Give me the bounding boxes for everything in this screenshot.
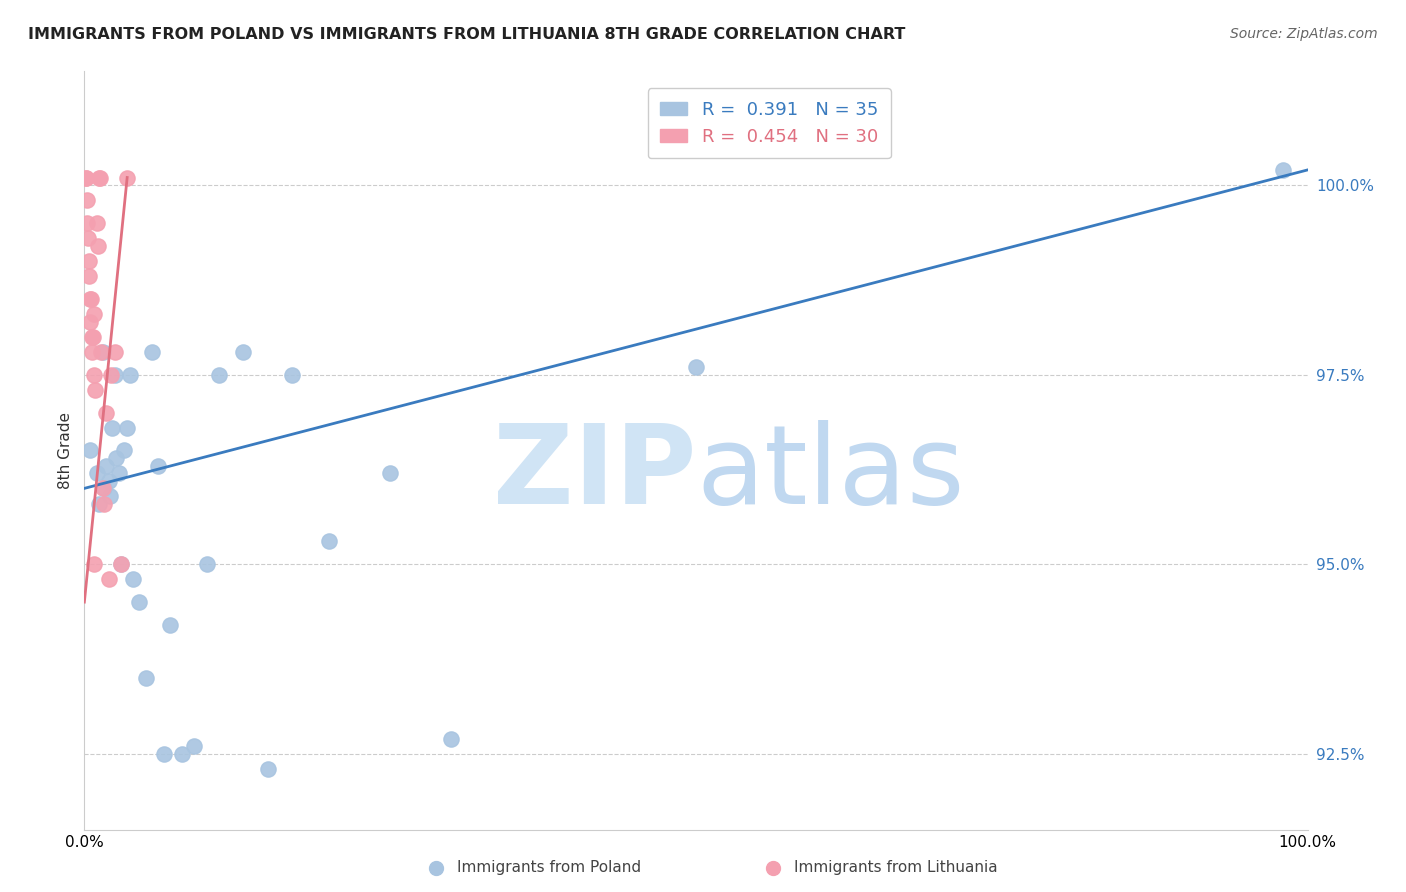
Point: [75, 170, 97, 185]
Point: [118, 368, 141, 382]
Point: [96, 406, 118, 420]
Point: [107, 467, 129, 481]
Text: Source: ZipAtlas.com: Source: ZipAtlas.com: [1230, 27, 1378, 41]
Point: [257, 762, 280, 776]
Point: [93, 481, 115, 495]
Point: [91, 481, 114, 495]
Point: [75, 170, 97, 185]
Point: [135, 671, 157, 685]
Point: [97, 474, 120, 488]
Point: [89, 170, 111, 185]
Y-axis label: 8th Grade: 8th Grade: [58, 412, 73, 489]
Point: [122, 573, 145, 587]
Point: [440, 731, 463, 746]
Point: [80, 330, 103, 344]
Point: [104, 345, 127, 359]
Point: [83, 307, 105, 321]
Point: [97, 573, 120, 587]
Point: [112, 443, 135, 458]
Point: [128, 595, 150, 609]
Text: IMMIGRANTS FROM POLAND VS IMMIGRANTS FROM LITHUANIA 8TH GRADE CORRELATION CHART: IMMIGRANTS FROM POLAND VS IMMIGRANTS FRO…: [28, 27, 905, 42]
Point: [172, 747, 194, 761]
Point: [104, 368, 127, 382]
Point: [98, 489, 121, 503]
Point: [183, 739, 205, 754]
Point: [141, 345, 163, 359]
Text: Immigrants from Lithuania: Immigrants from Lithuania: [794, 861, 998, 875]
Point: [83, 558, 105, 572]
Point: [153, 747, 176, 761]
Point: [425, 861, 447, 875]
Text: Immigrants from Poland: Immigrants from Poland: [457, 861, 641, 875]
Point: [762, 861, 785, 875]
Point: [77, 231, 100, 245]
Point: [79, 314, 101, 328]
Point: [232, 345, 254, 359]
Point: [115, 421, 138, 435]
Point: [208, 368, 231, 382]
Point: [685, 360, 707, 375]
Point: [76, 194, 98, 208]
Point: [79, 443, 101, 458]
Point: [96, 458, 118, 473]
Point: [87, 497, 110, 511]
Point: [101, 421, 124, 435]
Point: [93, 497, 115, 511]
Point: [84, 383, 107, 397]
Point: [80, 292, 103, 306]
Point: [90, 345, 112, 359]
Point: [76, 216, 98, 230]
Point: [82, 345, 104, 359]
Point: [82, 330, 104, 344]
Legend: R =  0.391   N = 35, R =  0.454   N = 30: R = 0.391 N = 35, R = 0.454 N = 30: [648, 88, 891, 158]
Point: [91, 345, 114, 359]
Point: [110, 558, 132, 572]
Point: [86, 467, 108, 481]
Point: [77, 254, 100, 268]
Point: [1272, 163, 1295, 178]
Point: [318, 534, 340, 549]
Point: [110, 558, 132, 572]
Point: [380, 467, 402, 481]
Point: [83, 368, 105, 382]
Point: [105, 450, 128, 465]
Point: [87, 170, 110, 185]
Point: [146, 458, 169, 473]
Point: [159, 618, 181, 632]
Point: [115, 170, 138, 185]
Point: [77, 269, 100, 284]
Point: [100, 368, 122, 382]
Point: [281, 368, 304, 382]
Point: [87, 239, 110, 253]
Point: [195, 558, 218, 572]
Text: ZIP: ZIP: [492, 420, 696, 526]
Text: atlas: atlas: [696, 420, 965, 526]
Point: [86, 216, 108, 230]
Point: [79, 292, 101, 306]
